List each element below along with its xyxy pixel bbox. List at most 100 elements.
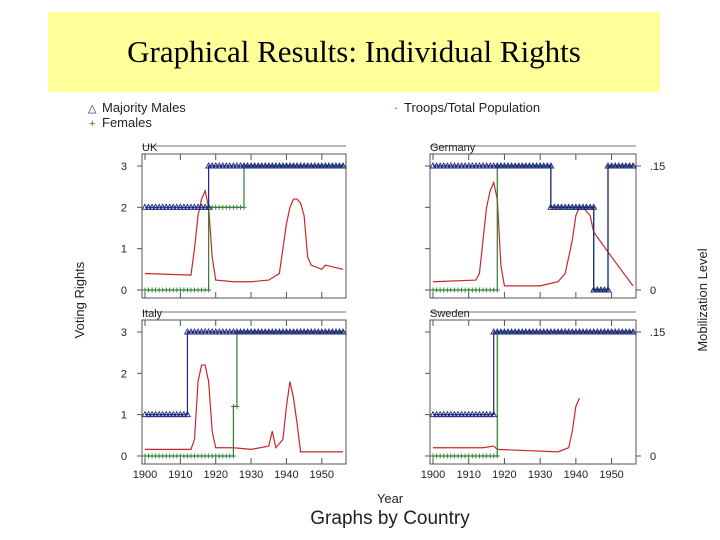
males-point — [198, 328, 206, 335]
y-left-tick-label: 2 — [121, 202, 127, 214]
males-point — [304, 162, 312, 169]
legend-marker-males: △ — [88, 103, 97, 115]
legend-marker-females: + — [89, 118, 95, 130]
males-point — [500, 328, 508, 335]
males-point — [583, 203, 591, 210]
males-point — [572, 203, 580, 210]
y-right-tick-label: 0 — [650, 285, 656, 297]
males-point — [429, 162, 437, 169]
males-point — [518, 328, 526, 335]
troops-line — [145, 364, 343, 453]
males-point — [155, 203, 163, 210]
males-point — [240, 162, 248, 169]
panel-frame — [141, 319, 347, 465]
males-point — [173, 410, 181, 418]
males-point — [472, 162, 480, 169]
males-point — [339, 162, 347, 169]
x-tick-label: 1930 — [528, 469, 552, 481]
panel-name: Sweden — [430, 308, 470, 320]
males-point — [155, 410, 163, 418]
males-point — [611, 328, 619, 335]
males-point — [543, 162, 551, 169]
males-point — [261, 162, 269, 169]
legend-marker-troops: · — [394, 100, 398, 115]
males-point — [479, 410, 487, 418]
males-point — [279, 162, 287, 169]
males-point — [272, 328, 280, 335]
males-point — [472, 410, 480, 418]
males-point — [173, 203, 181, 210]
males-point — [590, 286, 598, 293]
males-point — [593, 328, 601, 335]
males-point — [328, 162, 336, 169]
y-axis-left-title: Voting Rights — [72, 261, 87, 338]
females-line — [433, 331, 633, 457]
males-point — [233, 328, 241, 335]
x-tick-label: 1950 — [599, 469, 623, 481]
males-point — [289, 328, 298, 335]
males-point — [240, 328, 248, 335]
males-point — [490, 328, 498, 335]
males-point — [568, 328, 576, 335]
males-point — [450, 162, 458, 169]
males-point — [465, 410, 473, 418]
males-point — [233, 162, 241, 169]
males-point — [335, 328, 344, 335]
males-point — [159, 203, 167, 210]
males-point — [254, 162, 262, 169]
males-point — [325, 328, 333, 335]
males-point — [558, 328, 566, 335]
males-point — [272, 162, 280, 169]
troops-line — [144, 188, 344, 283]
males-point — [586, 328, 594, 335]
males-point — [169, 203, 177, 210]
males-point — [318, 162, 326, 169]
males-point — [508, 328, 516, 335]
males-point — [604, 328, 612, 335]
males-point — [518, 162, 526, 169]
females-line — [145, 165, 343, 291]
y-left-tick-label: 0 — [121, 285, 127, 297]
males-line — [145, 331, 343, 416]
males-point — [162, 203, 170, 210]
males-point — [447, 410, 455, 418]
males-point — [258, 328, 266, 335]
males-point — [629, 162, 637, 169]
males-point — [226, 328, 234, 335]
males-point — [328, 328, 336, 335]
troops-line — [433, 397, 580, 453]
males-point — [550, 203, 558, 210]
males-point — [251, 162, 259, 169]
males-point — [187, 328, 195, 335]
males-point — [529, 162, 537, 169]
males-point — [443, 162, 451, 169]
males-point — [579, 328, 587, 335]
males-point — [511, 328, 519, 335]
males-point — [561, 328, 569, 335]
males-point — [190, 203, 199, 210]
females-point — [494, 287, 500, 293]
males-point — [335, 162, 344, 169]
x-tick-label: 1940 — [564, 469, 588, 481]
males-point — [176, 410, 184, 418]
males-point — [300, 328, 308, 335]
males-point — [243, 162, 252, 169]
males-point — [618, 328, 626, 335]
panel-name: Italy — [142, 308, 163, 320]
males-point — [162, 410, 170, 418]
males-point — [194, 203, 202, 210]
males-point — [461, 162, 469, 169]
y-left-tick-label: 1 — [121, 244, 127, 256]
males-point — [251, 328, 259, 335]
males-point — [525, 328, 533, 335]
males-point — [568, 203, 576, 210]
males-point — [275, 162, 283, 169]
males-point — [190, 328, 199, 335]
males-point — [318, 328, 326, 335]
males-point — [504, 162, 512, 169]
males-point — [297, 328, 305, 335]
males-point — [258, 162, 266, 169]
panel-frame — [429, 153, 637, 299]
males-point — [314, 328, 322, 335]
males-point — [289, 162, 298, 169]
